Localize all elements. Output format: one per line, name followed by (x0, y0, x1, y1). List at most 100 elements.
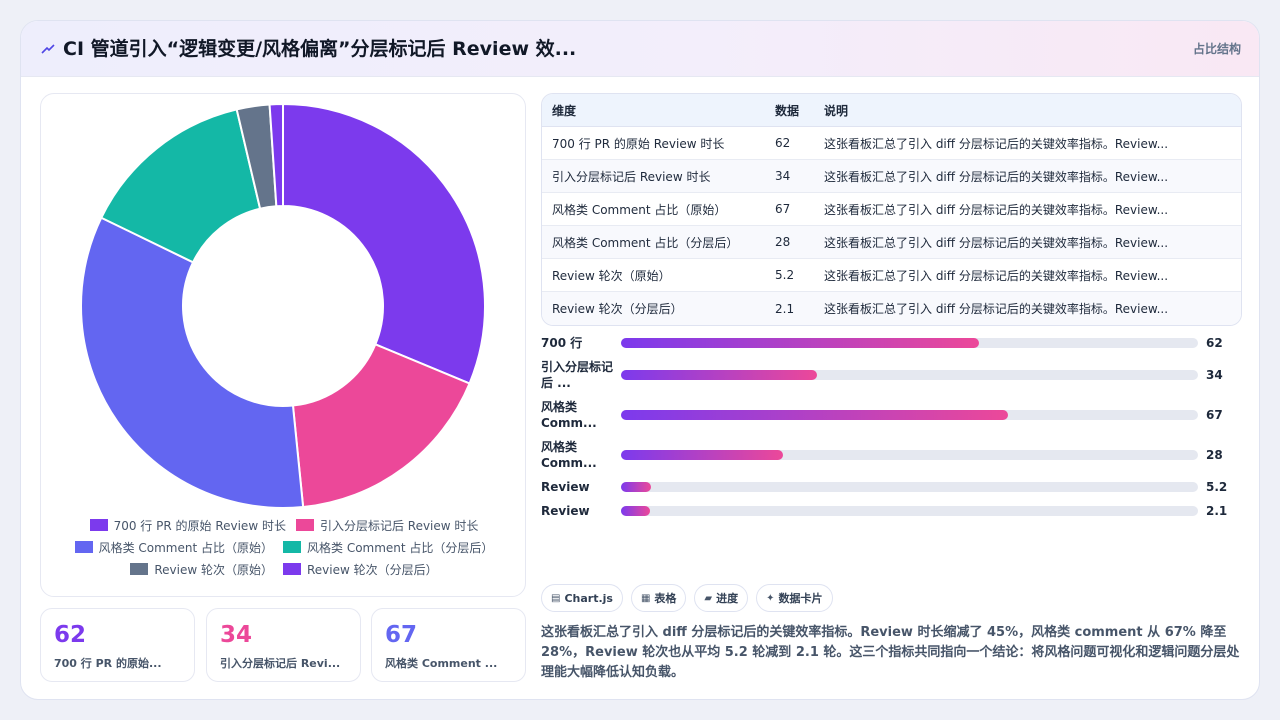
legend-swatch (283, 563, 301, 575)
cell-dimension: 风格类 Comment 占比（分层后） (552, 235, 739, 250)
cell-description: 这张看板汇总了引入 diff 分层标记后的关键效率指标。Review... (824, 302, 1169, 316)
cell-dimension: 700 行 PR 的原始 Review 时长 (552, 136, 725, 151)
progress-fill (621, 506, 650, 516)
progress-value: 67 (1206, 408, 1223, 422)
stat-card-3: 67 风格类 Comment ... (371, 608, 526, 682)
chip-chart[interactable]: ▤ Chart.js (541, 584, 623, 612)
progress-fill (621, 410, 1008, 420)
table-row: 风格类 Comment 占比（原始） 67 这张看板汇总了引入 diff 分层标… (542, 193, 1241, 226)
legend-label: Review 轮次（分层后） (307, 562, 438, 577)
cell-dimension: Review 轮次（分层后） (552, 302, 683, 316)
progress-track (621, 410, 1198, 420)
table-icon: ▦ (640, 592, 651, 604)
progress-label: 700 行 PR... (541, 336, 583, 350)
legend-label: 700 行 PR 的原始 Review 时长 (113, 518, 286, 533)
pie-chart-panel: 700 行 PR 的原始 Review 时长 引入分层标记后 Review 时长风… (40, 93, 526, 597)
progress-label: Review 轮... (541, 504, 590, 518)
cell-description: 这张看板汇总了引入 diff 分层标记后的关键效率指标。Review... (824, 202, 1169, 217)
legend-label: 风格类 Comment 占比（原始） (98, 540, 273, 555)
dashboard-card: CI 管道引入“逻辑变更/风格偏离”分层标记后 Review 效... 占比结构… (20, 20, 1260, 700)
legend-item[interactable]: 700 行 PR 的原始 Review 时长 (89, 514, 286, 536)
chip-table[interactable]: ▦ 表格 (630, 584, 687, 612)
progress-track (621, 338, 1198, 348)
legend-swatch (283, 541, 301, 553)
header-bar: CI 管道引入“逻辑变更/风格偏离”分层标记后 Review 效... 占比结构 (21, 21, 1259, 77)
donut-chart (80, 102, 486, 509)
cell-value: 5.2 (775, 268, 795, 282)
progress-label: 引入分层标记后 ... (541, 360, 614, 390)
table-row: 700 行 PR 的原始 Review 时长 62 这张看板汇总了引入 diff… (542, 127, 1241, 160)
progress-track (621, 450, 1198, 460)
progress-value: 34 (1206, 368, 1223, 382)
stat-card-2: 34 引入分层标记后 Revi... (206, 608, 361, 682)
legend-item[interactable]: 风格类 Comment 占比（原始） (74, 536, 273, 558)
cell-dimension: Review 轮次（原始） (552, 268, 671, 283)
table-header: 维度 数据 说明 (542, 94, 1241, 127)
chip-label: 数据卡片 (778, 592, 823, 605)
progress-fill (621, 370, 818, 380)
chart-legend: 700 行 PR 的原始 Review 时长 引入分层标记后 Review 时长风… (51, 514, 517, 580)
chip-label: 进度 (716, 592, 739, 605)
data-table: 维度 数据 说明 700 行 PR 的原始 Review 时长 62 这张看板汇… (541, 93, 1242, 326)
table-row: Review 轮次（原始） 5.2 这张看板汇总了引入 diff 分层标记后的关… (542, 259, 1241, 292)
legend-label: Review 轮次（原始） (154, 562, 273, 577)
cell-description: 这张看板汇总了引入 diff 分层标记后的关键效率指标。Review... (824, 235, 1169, 250)
header-description: 说明 (824, 103, 849, 118)
stat-label: 700 行 PR 的原始... (54, 657, 162, 670)
cell-value: 28 (775, 235, 791, 249)
header-dimension: 维度 (552, 103, 577, 118)
progress-track (621, 482, 1198, 492)
progress-fill (621, 450, 783, 460)
chip-label: Chart.js (564, 591, 613, 605)
cell-dimension: 风格类 Comment 占比（原始） (552, 202, 727, 217)
progress-icon: ▰ (704, 592, 713, 604)
cell-dimension: 引入分层标记后 Review 时长 (552, 169, 711, 184)
table-row: Review 轮次（分层后） 2.1 这张看板汇总了引入 diff 分层标记后的… (542, 292, 1241, 325)
chip-sparkle[interactable]: ✦ 数据卡片 (756, 584, 833, 612)
progress-value: 5.2 (1206, 480, 1228, 494)
cell-value: 2.1 (775, 301, 795, 316)
legend-label: 风格类 Comment 占比（分层后） (307, 540, 494, 555)
cell-description: 这张看板汇总了引入 diff 分层标记后的关键效率指标。Review... (824, 268, 1169, 283)
stat-value: 67 (385, 622, 418, 648)
cell-value: 62 (775, 136, 791, 150)
view-type-label: 占比结构 (1192, 42, 1241, 56)
legend-swatch (89, 519, 108, 531)
progress-fill (621, 338, 979, 348)
chart-icon: ▤ (551, 592, 561, 604)
stat-value: 62 (54, 622, 87, 648)
summary-text: 这张看板汇总了引入 diff 分层标记后的关键效率指标。Review 时长缩减了… (541, 625, 1240, 680)
trend-icon (41, 44, 55, 54)
legend-swatch (295, 519, 314, 531)
progress-label: 风格类 Comm... (541, 400, 597, 430)
progress-bars: 700 行 PR... 62 引入分层标记后 ... 34 风格类 Comm... 67 风… (541, 335, 1242, 525)
header-value: 数据 (775, 103, 800, 118)
progress-track (621, 370, 1198, 380)
cell-description: 这张看板汇总了引入 diff 分层标记后的关键效率指标。Review... (824, 136, 1169, 151)
cell-description: 这张看板汇总了引入 diff 分层标记后的关键效率指标。Review... (824, 169, 1169, 184)
feature-chips: ▤ Chart.js ▦ 表格 ▰ 进度 ✦ 数据卡片 (541, 584, 841, 612)
table-row: 引入分层标记后 Review 时长 34 这张看板汇总了引入 diff 分层标记… (542, 160, 1241, 193)
legend-label: 引入分层标记后 Review 时长 (319, 518, 479, 533)
chip-progress[interactable]: ▰ 进度 (694, 584, 749, 612)
legend-item[interactable]: 引入分层标记后 Review 时长 (295, 514, 479, 536)
pie-slice[interactable] (80, 216, 305, 509)
cell-value: 67 (775, 202, 791, 216)
progress-value: 2.1 (1206, 504, 1228, 518)
legend-swatch (130, 563, 149, 575)
legend-item[interactable]: 风格类 Comment 占比（分层后） (283, 536, 493, 558)
progress-label: 风格类 Comm... (541, 440, 597, 470)
progress-value: 28 (1206, 448, 1223, 462)
page-title: CI 管道引入“逻辑变更/风格偏离”分层标记后 Review 效... (63, 38, 577, 60)
pie-slice[interactable] (99, 108, 262, 264)
chip-label: 表格 (654, 592, 677, 605)
pie-slice[interactable] (282, 102, 486, 385)
progress-track (621, 506, 1198, 516)
sparkle-icon: ✦ (766, 592, 775, 604)
pie-slice[interactable] (268, 102, 284, 208)
legend-item[interactable]: Review 轮次（原始） (130, 558, 273, 580)
stat-card-1: 62 700 行 PR 的原始... (40, 608, 195, 682)
legend-item[interactable]: Review 轮次（分层后） (283, 558, 438, 580)
cell-value: 34 (775, 169, 791, 183)
pie-slice[interactable] (291, 343, 471, 509)
